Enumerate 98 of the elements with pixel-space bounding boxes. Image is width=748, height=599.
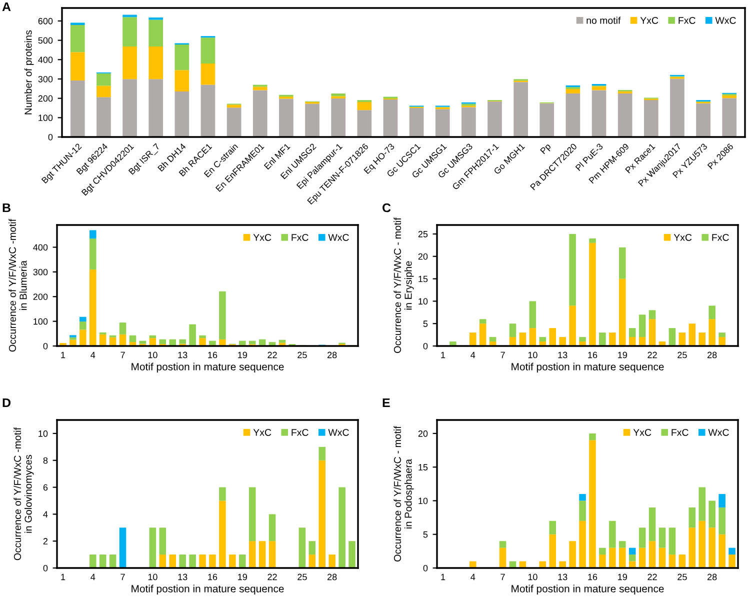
legend-label: YxC xyxy=(633,429,652,436)
x-tick-label: 7 xyxy=(120,352,125,358)
y-tick-label: 2 xyxy=(43,538,48,544)
y-tick-label: 10 xyxy=(418,298,428,305)
legend-label: FxC xyxy=(678,17,696,24)
x-tick-label: 22 xyxy=(648,574,657,580)
chart-title: C xyxy=(382,203,391,212)
x-tick-label: 25 xyxy=(678,352,687,358)
chart-title: D xyxy=(2,398,10,408)
y-tick-label: 0 xyxy=(43,564,48,572)
legend-label: WxC xyxy=(328,429,349,436)
chart-title: B xyxy=(2,203,10,212)
x-tick-label: 13 xyxy=(558,352,568,358)
y-tick-label: 20 xyxy=(418,253,428,260)
x-tick-label: 19 xyxy=(238,352,247,358)
x-tick-label: 10 xyxy=(148,352,158,358)
y-axis-title: Occurrence of Y/F/WxC - motif in Podosphaera xyxy=(394,426,414,562)
legend-label: WxC xyxy=(715,17,736,24)
x-tick-label: 7 xyxy=(500,352,505,358)
x-tick-label: 19 xyxy=(238,574,247,580)
x-tick-label: 1 xyxy=(61,574,66,580)
y-tick-label: 0 xyxy=(43,342,48,350)
y-tick-label: 10 xyxy=(38,430,48,437)
x-tick-label: 25 xyxy=(298,574,307,580)
x-tick-label: 22 xyxy=(648,352,657,358)
y-tick-label: 400 xyxy=(33,244,48,251)
legend-label: FxC xyxy=(292,429,308,436)
legend-label: WxC xyxy=(708,429,729,436)
x-tick-label: 1 xyxy=(441,574,446,580)
legend-label: YxC xyxy=(640,17,658,24)
x-axis-title: Motif postion in mature sequence xyxy=(132,584,284,594)
x-tick-label: 28 xyxy=(328,352,337,358)
x-axis-title: Motif postion in mature sequence xyxy=(512,584,664,594)
y-tick-label: 5 xyxy=(423,320,428,327)
x-tick-label: 4 xyxy=(90,352,96,358)
x-tick-label: 10 xyxy=(148,574,158,580)
legend-label: FxC xyxy=(292,234,308,241)
x-tick-label: 4 xyxy=(470,352,476,358)
x-tick-label: 22 xyxy=(268,352,277,358)
legend-label: YxC xyxy=(253,234,272,241)
y-tick-label: 0 xyxy=(423,342,428,350)
legend-label: YxC xyxy=(253,429,272,436)
legend-label: FxC xyxy=(672,429,688,436)
chart-title: E xyxy=(382,398,390,408)
y-tick-label: 5 xyxy=(423,531,428,538)
x-tick-label: 19 xyxy=(618,352,627,358)
x-tick-label: 25 xyxy=(678,574,687,580)
x-tick-label: 13 xyxy=(178,574,188,580)
x-tick-label: 16 xyxy=(588,574,598,580)
x-tick-label: 7 xyxy=(500,574,505,580)
y-axis-title: Number of proteins xyxy=(24,30,34,114)
x-tick-label: 28 xyxy=(708,574,717,580)
x-tick-label: 16 xyxy=(588,352,598,358)
x-tick-label: 1 xyxy=(441,352,446,358)
x-tick-label: 13 xyxy=(178,352,188,358)
x-tick-label: 10 xyxy=(528,574,538,580)
y-tick-label: 15 xyxy=(418,464,428,470)
legend-label: FxC xyxy=(712,234,729,241)
y-tick-label: 100 xyxy=(34,318,48,325)
x-tick-label: 13 xyxy=(558,574,568,580)
y-tick-label: 100 xyxy=(38,114,53,122)
x-tick-label: 4 xyxy=(470,574,476,580)
y-tick-label: 200 xyxy=(38,95,53,102)
chart-title: A xyxy=(2,2,11,12)
y-axis-title: Occurrence of Y/F/WxC -motif in Blumeria xyxy=(8,218,27,352)
x-tick-label: 22 xyxy=(268,574,277,580)
x-axis-title: Motif postion in mature sequence xyxy=(512,362,664,372)
y-tick-label: 0 xyxy=(48,134,53,140)
x-tick-label: 25 xyxy=(298,352,307,358)
y-tick-label: 400 xyxy=(38,56,53,63)
y-tick-label: 300 xyxy=(38,76,53,82)
y-axis-title: Occurrence of Y/F/WxC -motif in Golovinomyces xyxy=(14,427,34,560)
y-tick-label: 10 xyxy=(418,498,428,504)
x-tick-label: 1 xyxy=(61,352,66,358)
y-tick-label: 20 xyxy=(418,430,428,437)
x-tick-label: 4 xyxy=(90,574,96,580)
y-tick-label: 200 xyxy=(33,294,48,300)
y-tick-label: 500 xyxy=(38,37,53,44)
y-tick-label: 6 xyxy=(43,484,48,491)
x-tick-label: 7 xyxy=(120,574,125,580)
x-axis-title: Motif postion in mature sequence xyxy=(132,362,284,372)
y-tick-label: 0 xyxy=(423,564,428,572)
y-tick-label: 4 xyxy=(43,511,48,518)
legend-label: no motif xyxy=(586,16,621,24)
x-tick-label: 16 xyxy=(208,574,218,580)
y-tick-label: 8 xyxy=(43,457,48,464)
legend-label: WxC xyxy=(328,234,349,241)
y-axis-title: Occurrence of Y/F/WxC - motif in Erysiphe xyxy=(394,218,414,353)
x-tick-label: 16 xyxy=(208,352,218,358)
y-tick-label: 300 xyxy=(33,268,48,276)
x-tick-label: 28 xyxy=(708,352,717,358)
x-tick-label: 28 xyxy=(328,574,337,580)
y-tick-label: 15 xyxy=(418,276,428,282)
legend-label: YxC xyxy=(674,234,692,241)
y-tick-label: 600 xyxy=(38,18,53,24)
y-tick-label: 25 xyxy=(418,230,428,238)
x-tick-label: 19 xyxy=(618,574,627,580)
x-tick-label: 10 xyxy=(528,352,538,358)
